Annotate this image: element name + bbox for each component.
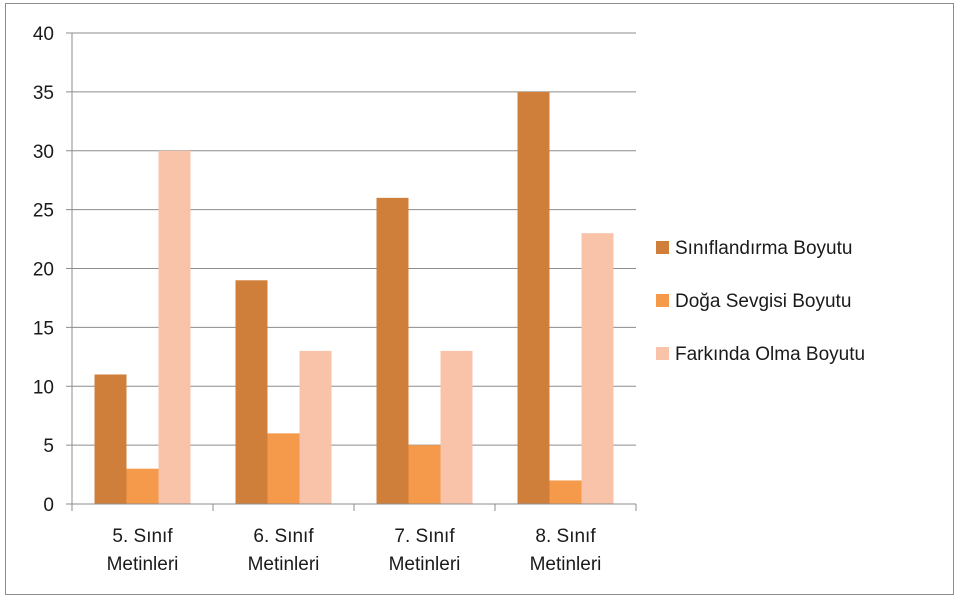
x-tick-label: 7. Sınıf Metinleri (389, 526, 461, 575)
x-tick-label: 5. Sınıf Metinleri (107, 526, 179, 575)
y-tick-label: 40 (33, 24, 54, 45)
bar (94, 374, 127, 504)
bar (440, 350, 473, 504)
legend-swatch (656, 347, 669, 360)
bar (158, 150, 191, 504)
bar-chart: 0 5 10 15 20 25 30 35 40 5. Sınıf Metinleri 6. Sını… (33, 24, 865, 575)
gridlines (66, 32, 636, 446)
y-tick-label: 0 (43, 495, 54, 516)
bar (299, 350, 332, 504)
bar (549, 480, 582, 504)
bar (267, 433, 300, 504)
y-tick-label: 15 (33, 318, 54, 339)
y-tick-label: 30 (33, 142, 54, 163)
legend: Sınıflandırma Boyutu Doğa Sevgisi Boyutu F… (656, 238, 865, 365)
y-tick-label: 20 (33, 260, 54, 281)
legend-label: Sınıflandırma Boyutu (675, 238, 852, 259)
y-tick-label: 25 (33, 201, 54, 222)
bar (581, 233, 614, 505)
y-tick-label: 5 (43, 436, 54, 457)
legend-label: Doğa Sevgisi Boyutu (675, 291, 851, 312)
x-tick-label: 6. Sınıf Metinleri (248, 526, 320, 575)
bars (94, 91, 614, 505)
bar (126, 468, 159, 504)
bar (376, 197, 409, 504)
legend-swatch (656, 294, 669, 307)
legend-label: Farkında Olma Boyutu (675, 344, 865, 365)
y-tick-label: 10 (33, 377, 54, 398)
chart-frame: 0 5 10 15 20 25 30 35 40 5. Sınıf Metinleri 6. Sını… (5, 3, 954, 595)
axes: 0 5 10 15 20 25 30 35 40 5. Sınıf Metinleri 6. Sını… (33, 24, 637, 575)
bar (235, 280, 268, 504)
x-tick-label: 8. Sınıf Metinleri (530, 526, 602, 575)
bar (517, 91, 550, 504)
y-tick-label: 35 (33, 83, 54, 104)
legend-swatch (656, 241, 669, 254)
bar (408, 445, 441, 504)
